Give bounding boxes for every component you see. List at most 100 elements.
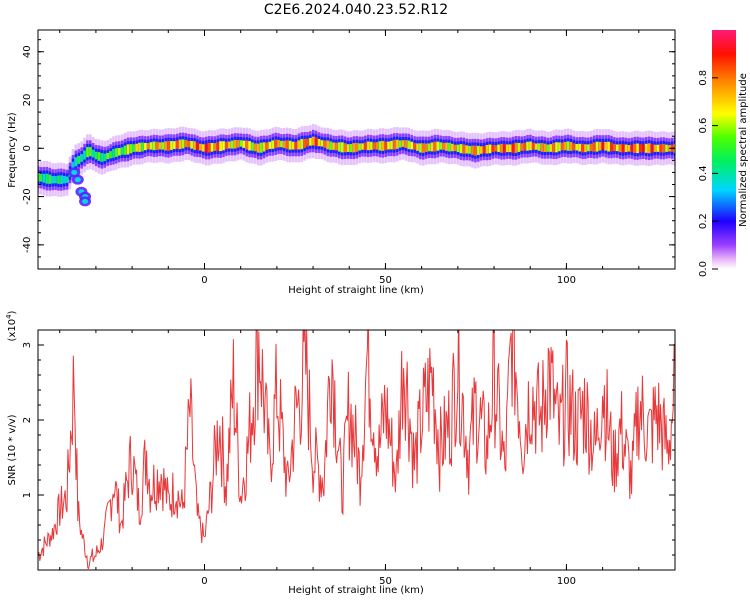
heatmap-cell [317, 139, 321, 147]
heatmap-cell [144, 142, 147, 151]
heatmap-cell [416, 143, 419, 151]
heatmap-cell [398, 140, 402, 148]
snr-panel: 0 50 100 1 2 3 Height of straight line (km) S… [5, 310, 676, 596]
heatmap-cell [491, 144, 495, 153]
heatmap-cell [294, 141, 298, 150]
heatmap-cell [558, 142, 561, 152]
heatmap-cell [277, 140, 280, 148]
colorbar: 0.0 0.2 0.4 0.6 0.8 Normalized spectral ampl… [698, 30, 749, 277]
heatmap-cell [268, 141, 272, 150]
heatmap-cell [239, 140, 243, 147]
heatmap-cell [352, 143, 356, 153]
heatmap-cell [265, 142, 269, 150]
heatmap-cell [320, 140, 324, 147]
spectrogram-ytick-label: 20 [22, 94, 33, 107]
heatmap-cell [222, 141, 225, 151]
heatmap-cell [615, 144, 619, 152]
heatmap-cell [167, 140, 170, 151]
heatmap-cell [340, 142, 344, 153]
heatmap-cell [225, 141, 228, 150]
heatmap-cell [62, 175, 66, 184]
heatmap-cell [375, 142, 379, 150]
heatmap-cell [228, 141, 231, 149]
heatmap-cell [381, 140, 385, 151]
heatmap-cell [436, 141, 440, 151]
heatmap-cell [42, 173, 46, 183]
heatmap-cell [630, 144, 634, 153]
heatmap-cell [503, 143, 506, 153]
heatmap-cell [175, 140, 179, 149]
heatmap-cell [621, 144, 625, 153]
heatmap-cell [482, 145, 486, 154]
heatmap-cell [199, 143, 202, 151]
heatmap-cell [636, 143, 639, 154]
heatmap-cell [465, 145, 469, 154]
heatmap-cell [543, 143, 547, 152]
heatmap-cell [433, 141, 437, 152]
heatmap-cell [190, 140, 193, 149]
heatmap-cell [170, 141, 173, 150]
heatmap-cell [546, 144, 550, 152]
heatmap-cell [485, 144, 489, 154]
heatmap-cell [71, 161, 75, 171]
heatmap-cell [532, 142, 535, 150]
heatmap-cell [326, 140, 330, 150]
heatmap-cell [358, 143, 361, 151]
heatmap-cell [439, 142, 442, 150]
heatmap-cell [106, 152, 109, 160]
heatmap-cell [349, 144, 353, 153]
heatmap-cell [384, 141, 387, 151]
heatmap-cell [149, 142, 153, 150]
heatmap-cell [187, 140, 191, 148]
heatmap-cell [91, 149, 95, 158]
spectrogram-ytick-label: -40 [22, 237, 33, 253]
heatmap-cell [471, 145, 474, 155]
heatmap-cell [74, 157, 78, 167]
spectrogram-xtick-label: 100 [557, 275, 576, 286]
heatmap-cell [560, 142, 564, 151]
heatmap-cell [644, 143, 648, 153]
heatmap-cell [387, 141, 390, 150]
heatmap-cell [45, 173, 49, 184]
heatmap-cell [48, 174, 52, 184]
heatmap-cell [201, 144, 205, 152]
heatmap-cell [624, 144, 628, 153]
heatmap-cell [323, 140, 327, 148]
heatmap-cell [364, 142, 367, 150]
snr-xlabel: Height of straight line (km) [288, 585, 424, 596]
colorbar-tick-label: 0.4 [698, 165, 709, 181]
heatmap-cell [100, 153, 104, 162]
heatmap-cell [38, 173, 40, 182]
colorbar-tick-label: 0.6 [698, 118, 709, 134]
colorbar-gradient [712, 30, 736, 269]
heatmap-cell [523, 142, 526, 151]
colorbar-tick-label: 0.8 [698, 70, 709, 86]
heatmap-cell [314, 137, 318, 147]
heatmap-cell [274, 139, 277, 149]
heatmap-cell [520, 143, 524, 151]
heatmap-cell [642, 144, 645, 153]
heatmap-cell [589, 143, 593, 152]
spectrogram-panel: 0 50 100 -40 -20 0 20 40 Height of straight lin… [7, 29, 676, 296]
heatmap-cell [413, 143, 416, 150]
heatmap-cell [401, 140, 405, 147]
heatmap-cell [653, 144, 657, 152]
heatmap-cell [309, 137, 312, 146]
heatmap-cell [109, 151, 112, 159]
heatmap-cell [297, 140, 301, 150]
heatmap-cell [97, 152, 101, 161]
snr-series-line [38, 330, 675, 570]
heatmap-cell [639, 144, 642, 153]
heatmap-cell [355, 142, 358, 152]
heatmap-cell [158, 142, 162, 150]
heatmap-cell [581, 143, 584, 153]
heatmap-cell [508, 144, 512, 153]
heatmap-cell [123, 145, 127, 155]
heatmap-cell [477, 145, 480, 155]
snr-ytick-label: 1 [22, 492, 33, 498]
heatmap-cell [563, 141, 567, 151]
spectrogram-xlabel: Height of straight line (km) [288, 285, 424, 296]
snr-ylabel: SNR (10 * v/v) [7, 414, 18, 485]
heatmap-cell [152, 141, 156, 151]
heatmap-cell [57, 175, 60, 184]
